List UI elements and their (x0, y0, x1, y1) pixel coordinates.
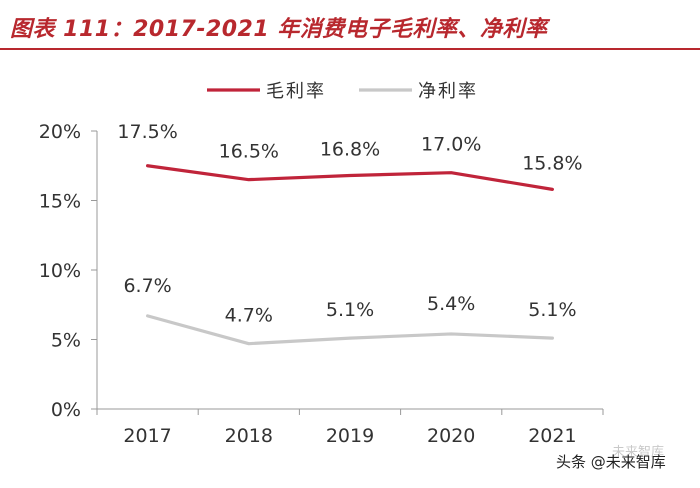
data-label: 16.5% (219, 141, 279, 163)
series-line-net-margin (146, 314, 555, 346)
legend-label: 毛利率 (266, 81, 326, 102)
title-bar: 图表 111：2017-2021 年消费电子毛利率、净利率 (0, 0, 700, 50)
watermark: 头条 @未来智库 (556, 453, 666, 471)
y-tick-label: 10% (39, 260, 81, 282)
data-label: 17.0% (421, 134, 481, 156)
data-label: 16.8% (320, 138, 380, 160)
y-tick-label: 15% (39, 191, 81, 213)
legend-label: 净利率 (418, 81, 478, 102)
data-label: 4.7% (225, 305, 273, 327)
series-line-gross-margin (146, 164, 555, 191)
data-label: 15.8% (522, 152, 582, 174)
axes: 0% 5% 10% 15% 20% 2017 2018 2019 2020 2021 (39, 121, 604, 447)
data-label: 5.1% (326, 299, 374, 321)
y-tick-label: 20% (39, 121, 81, 143)
chart-title: 图表 111：2017-2021 年消费电子毛利率、净利率 (10, 17, 548, 42)
y-tick-label: 5% (51, 330, 81, 352)
x-tick-label: 2021 (528, 425, 576, 447)
x-tick-label: 2020 (427, 425, 475, 447)
watermark-ghost: 未来智库 (612, 445, 665, 460)
data-label: 5.1% (528, 299, 576, 321)
x-tick-label: 2019 (326, 425, 374, 447)
y-tick-label: 0% (51, 399, 81, 421)
x-tick-label: 2018 (225, 425, 273, 447)
x-tick-label: 2017 (123, 425, 171, 447)
legend: 毛利率 净利率 (207, 81, 478, 102)
data-label: 5.4% (427, 293, 475, 315)
data-label: 17.5% (117, 121, 177, 143)
data-labels: 17.5% 16.5% 16.8% 17.0% 15.8% 6.7% 4.7% 5.1% 5.4… (117, 121, 582, 327)
series-group (146, 164, 555, 346)
data-label: 6.7% (123, 275, 171, 297)
